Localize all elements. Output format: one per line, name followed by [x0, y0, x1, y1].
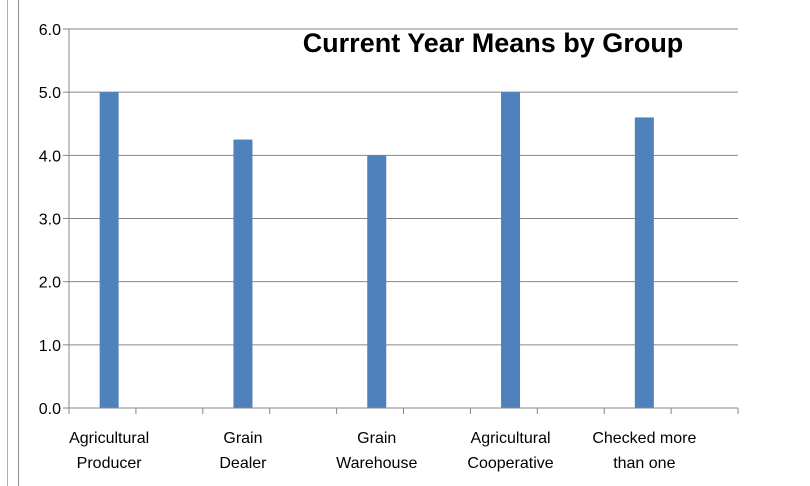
y-tick-label-1: 1.0	[39, 338, 61, 355]
y-tick-label-3: 3.0	[39, 212, 61, 229]
x-tick-label-4: Checked more than one	[592, 430, 696, 472]
tick-labels: 0.0 1.0 2.0 3.0 4.0 5.0 6.0 Agricultural Produce…	[39, 22, 697, 472]
bars	[99, 92, 654, 409]
y-tick-label-2: 2.0	[39, 275, 61, 292]
x-tick-label-1: Grain Dealer	[219, 430, 267, 472]
y-tick-label-6: 6.0	[39, 22, 61, 39]
y-tick-label-0: 0.0	[39, 401, 61, 418]
bar-0	[99, 92, 119, 409]
x-tick-label-0: Agricultural Producer	[69, 430, 149, 472]
gridlines	[69, 28, 738, 346]
bar-4	[634, 117, 654, 408]
chart-title: Current Year Means by Group	[303, 28, 684, 58]
bar-3	[501, 92, 521, 409]
y-tick-label-5: 5.0	[39, 85, 61, 102]
x-tick-label-3: Agricultural Cooperative	[467, 430, 553, 472]
left-edge-border	[0, 0, 8, 486]
bar-2	[367, 155, 387, 408]
axes	[63, 28, 739, 414]
chart-frame	[18, 0, 810, 486]
bar-1	[233, 139, 253, 408]
y-tick-label-4: 4.0	[39, 148, 61, 165]
x-tick-label-2: Grain Warehouse	[336, 430, 417, 472]
